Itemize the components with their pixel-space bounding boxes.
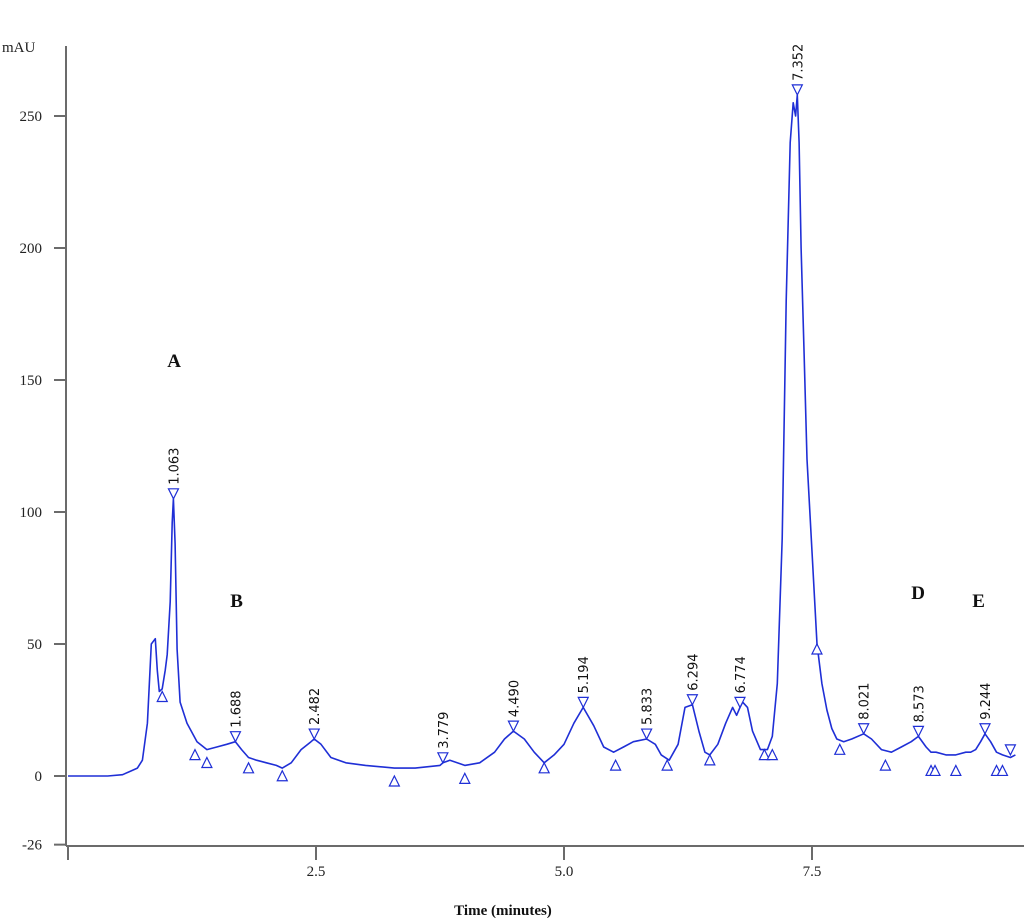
peak-boundary-marker xyxy=(661,758,674,771)
y-tick-label: 200 xyxy=(20,241,43,257)
peak-boundary-marker xyxy=(703,753,716,766)
y-axis-unit-label: mAU xyxy=(2,40,36,56)
retention-time-label: 5.194 xyxy=(577,656,592,693)
peak-letter-label: A xyxy=(167,351,181,372)
retention-time-label: 1.688 xyxy=(229,690,244,727)
retention-time-label: 7.352 xyxy=(791,44,806,81)
peak-boundary-marker xyxy=(200,756,213,769)
x-tick-label: 2.5 xyxy=(307,864,326,880)
peak-apex-marker xyxy=(979,723,991,736)
y-tick-label: 100 xyxy=(20,505,43,521)
peak-apex-marker xyxy=(436,752,449,765)
peak-apex-marker xyxy=(308,728,321,741)
peak-boundary-marker xyxy=(276,769,289,782)
y-tick-label: 0 xyxy=(35,769,43,785)
retention-time-label: 6.294 xyxy=(686,654,701,691)
peak-letter-label: E xyxy=(972,591,985,612)
y-tick-label: -26 xyxy=(22,838,42,854)
retention-time-label: 4.490 xyxy=(507,680,522,717)
peak-apex-marker xyxy=(577,696,590,709)
peak-boundary-marker xyxy=(833,742,846,755)
peak-boundary-marker xyxy=(242,761,255,774)
y-ticks: -26 0 50 100 150 200 250 xyxy=(20,109,66,854)
retention-time-label: 3.779 xyxy=(437,712,452,749)
peak-boundary-marker xyxy=(766,748,779,761)
peak-boundary-marker xyxy=(879,758,892,771)
peak-apex-marker xyxy=(734,696,746,709)
peak-boundary-marker xyxy=(810,642,823,655)
peak-apex-marker xyxy=(229,731,242,744)
peak-apex-marker xyxy=(912,725,925,738)
y-tick-label: 150 xyxy=(20,373,43,389)
x-tick-label: 5.0 xyxy=(555,864,574,880)
peak-boundary-marker xyxy=(929,764,941,777)
peak-boundary-marker xyxy=(758,748,771,761)
peak-apex-marker xyxy=(686,694,699,707)
retention-time-label: 6.774 xyxy=(734,656,749,693)
axes: mAU Time (minutes) xyxy=(2,40,1024,918)
peak-boundary-marker xyxy=(538,761,551,774)
peak-apex-marker xyxy=(1004,744,1017,757)
peak-boundary-marker xyxy=(189,748,201,761)
x-tick-label: 7.5 xyxy=(803,864,822,880)
peak-letter-label: B xyxy=(230,591,243,612)
peak-letter-label: D xyxy=(911,583,925,604)
peak-boundary-marker xyxy=(458,772,471,784)
x-ticks: 2.5 5.0 7.5 xyxy=(67,846,822,880)
peak-apex-marker xyxy=(791,84,804,97)
x-axis-title: Time (minutes) xyxy=(454,903,552,918)
peak-apex-marker xyxy=(167,488,180,501)
y-tick-label: 250 xyxy=(20,109,43,125)
peak-boundary-marker xyxy=(949,764,962,777)
retention-time-label: 2.482 xyxy=(308,688,323,725)
peak-boundary-marker xyxy=(996,764,1009,777)
peak-boundary-marker xyxy=(609,758,622,771)
retention-time-label: 8.573 xyxy=(912,685,927,722)
retention-time-label: 5.833 xyxy=(641,688,656,725)
retention-time-label: 9.244 xyxy=(979,683,994,720)
retention-time-label: 8.021 xyxy=(858,683,873,720)
peak-apex-marker xyxy=(507,720,520,733)
peak-boundary-marker xyxy=(388,774,401,787)
peak-letter-annotations: ABCDE xyxy=(167,351,985,612)
peak-markers xyxy=(156,84,1017,787)
retention-time-label: 1.063 xyxy=(167,448,182,485)
peak-apex-marker xyxy=(640,728,653,741)
y-tick-label: 50 xyxy=(27,637,42,653)
peak-apex-marker xyxy=(857,723,870,736)
peak-boundary-marker xyxy=(156,690,169,703)
retention-time-labels: 1.063 1.688 2.482 3.779 4.490 5.194 5.833 6.294… xyxy=(167,44,994,749)
chromatogram-trace xyxy=(68,94,1016,777)
